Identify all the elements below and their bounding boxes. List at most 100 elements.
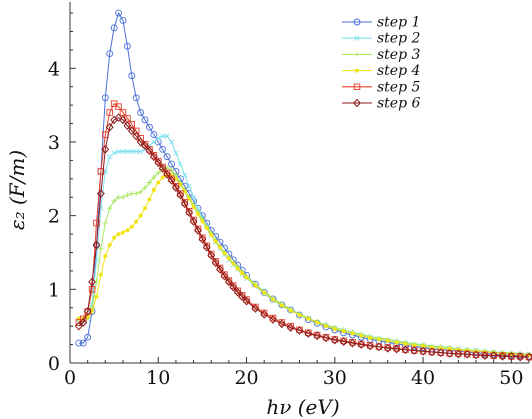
data-point (410, 346, 419, 355)
y-tick-label: 4 (48, 58, 60, 80)
y-axis-title: ε₂ (F/m) (5, 150, 29, 230)
series-line (78, 174, 529, 356)
data-point (84, 333, 92, 341)
legend-swatch-marker (353, 18, 361, 26)
series-line (78, 117, 529, 358)
data-point (322, 333, 330, 343)
x-tick-label: 10 (146, 367, 170, 389)
legend-item: step 5 (342, 79, 421, 95)
data-point (211, 258, 220, 268)
data-point (143, 206, 148, 211)
x-tick-label: 50 (499, 367, 523, 389)
data-point (163, 170, 171, 179)
data-point (111, 198, 117, 204)
series-1 (75, 9, 532, 360)
data-point (156, 180, 161, 185)
legend-label: step 6 (377, 96, 421, 112)
data-point (238, 292, 246, 302)
data-point (132, 131, 141, 141)
data-point (112, 235, 117, 240)
data-point (332, 327, 337, 332)
data-point (88, 286, 96, 293)
data-point (176, 190, 185, 200)
x-tick-label: 20 (234, 367, 258, 389)
data-point (186, 183, 192, 189)
x-tick-label: 0 (64, 367, 76, 389)
data-point (115, 9, 122, 17)
data-point (244, 275, 249, 280)
data-point (240, 271, 245, 276)
data-point (438, 346, 443, 351)
data-point (106, 109, 113, 116)
y-tick-label: 2 (48, 206, 60, 228)
data-point (106, 50, 114, 58)
data-point (233, 287, 242, 297)
data-point (269, 315, 277, 324)
data-point (480, 351, 489, 360)
data-point (428, 347, 436, 357)
data-point (98, 272, 103, 277)
legend-item: step 2 (342, 31, 421, 47)
data-point (229, 282, 238, 292)
data-point (159, 145, 167, 153)
data-point (167, 175, 176, 185)
data-point (472, 350, 480, 360)
y-tick-label: 0 (48, 353, 60, 375)
data-point (168, 139, 175, 145)
data-point (102, 220, 108, 226)
data-point (498, 352, 507, 361)
data-point (385, 338, 390, 343)
data-point (394, 340, 399, 345)
data-point (137, 109, 145, 116)
data-point (155, 135, 161, 141)
legend-item: step 3 (342, 47, 421, 63)
data-point (123, 42, 131, 50)
data-point (271, 297, 276, 302)
data-point (119, 16, 127, 24)
x-tick-label: 40 (411, 367, 435, 389)
data-point (195, 212, 200, 217)
data-point (454, 349, 463, 359)
data-point (164, 133, 170, 139)
data-point (145, 146, 154, 156)
data-point (147, 197, 152, 202)
legend-swatch-marker (355, 68, 359, 73)
legend-item: step 6 (342, 96, 421, 112)
data-point (401, 345, 410, 355)
data-point (90, 309, 95, 314)
legend-item: step 4 (342, 63, 420, 79)
data-point (134, 219, 139, 224)
data-point (151, 187, 156, 192)
data-point (88, 277, 96, 287)
data-point (123, 121, 132, 131)
legend-label: step 4 (377, 63, 420, 79)
legend-item: step 1 (342, 15, 420, 31)
data-point (85, 315, 90, 320)
data-point (136, 137, 145, 147)
data-point (226, 256, 231, 261)
legend-swatch-marker (354, 35, 360, 41)
data-point (339, 337, 348, 346)
data-point (421, 344, 426, 349)
data-point (119, 109, 127, 116)
data-point (516, 352, 525, 362)
data-point (304, 329, 313, 338)
data-point (116, 149, 122, 155)
data-point (359, 333, 364, 338)
legend-swatch-marker (353, 83, 361, 91)
data-point (75, 319, 83, 326)
data-point (222, 251, 227, 256)
data-point (194, 226, 202, 235)
data-point (189, 217, 198, 226)
data-point (107, 154, 113, 160)
data-point (105, 122, 114, 132)
data-point (220, 271, 229, 281)
data-point (366, 341, 374, 351)
data-point (218, 245, 223, 250)
data-point (315, 320, 320, 325)
data-point (178, 182, 183, 187)
data-point (213, 239, 218, 244)
data-point (93, 219, 100, 227)
data-point (357, 340, 366, 349)
